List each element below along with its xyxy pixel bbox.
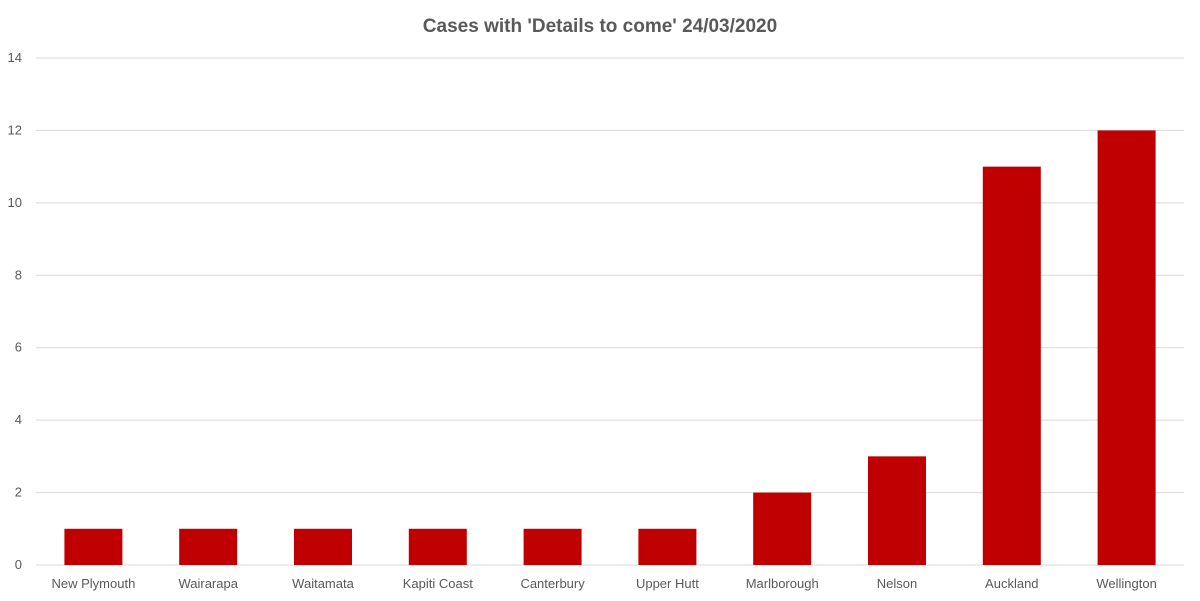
x-category-label: Wairarapa <box>178 576 238 591</box>
y-axis-ticks: 0 2 4 6 8 10 12 14 <box>8 50 22 572</box>
x-category-label: Auckland <box>985 576 1038 591</box>
y-tick-label: 4 <box>15 412 22 427</box>
x-category-label: Canterbury <box>520 576 585 591</box>
x-category-label: Waitamata <box>292 576 354 591</box>
bar <box>1097 130 1156 565</box>
chart-title: Cases with 'Details to come' 24/03/2020 <box>422 16 778 37</box>
y-tick-label: 6 <box>15 340 22 355</box>
x-category-label: Marlborough <box>746 576 819 591</box>
x-category-label: New Plymouth <box>51 576 135 591</box>
bar <box>868 456 926 565</box>
y-tick-label: 10 <box>8 195 22 210</box>
bar <box>64 528 123 565</box>
x-category-label: Kapiti Coast <box>403 576 473 591</box>
x-category-label: Nelson <box>877 576 917 591</box>
y-tick-label: 14 <box>8 50 22 65</box>
x-axis-categories: New Plymouth Wairarapa Waitamata Kapiti Coa… <box>51 576 1156 591</box>
bar <box>753 492 812 565</box>
bar <box>523 528 582 565</box>
x-category-label: Upper Hutt <box>636 576 699 591</box>
y-tick-label: 2 <box>15 485 22 500</box>
bar <box>179 528 238 565</box>
bar <box>638 528 697 565</box>
y-tick-label: 8 <box>15 267 22 282</box>
bar <box>982 166 1041 565</box>
bar <box>408 528 467 565</box>
y-tick-label: 0 <box>15 557 22 572</box>
y-tick-label: 12 <box>8 122 22 137</box>
bars <box>64 130 1156 565</box>
bar <box>294 528 352 565</box>
x-category-label: Wellington <box>1096 576 1156 591</box>
